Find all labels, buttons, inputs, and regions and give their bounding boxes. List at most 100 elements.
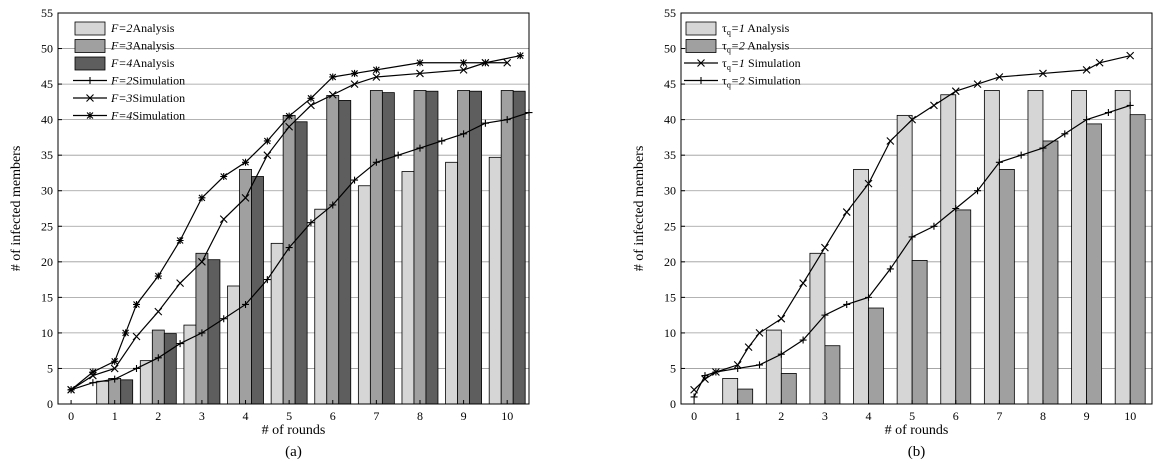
- legend-label: F=4Analysis: [110, 56, 175, 70]
- series-point: [701, 375, 709, 384]
- bar: [1114, 90, 1131, 405]
- legend-marker: [697, 59, 705, 67]
- series-point: [307, 94, 315, 102]
- y-tick-label: 30: [41, 184, 53, 198]
- x-tick-label: 0: [68, 409, 74, 423]
- series-point: [351, 69, 359, 77]
- legend-suffix: Analysis: [132, 21, 174, 35]
- series-point: [154, 354, 162, 362]
- x-tick-label: 7: [373, 409, 379, 423]
- series-point: [133, 364, 140, 372]
- bar: [488, 156, 502, 405]
- legend-subscript: q: [727, 63, 731, 72]
- legend-italic: F=2: [110, 74, 132, 88]
- bar: [120, 379, 134, 405]
- bar: [413, 90, 427, 405]
- series-point: [481, 119, 489, 127]
- series-point: [111, 375, 119, 383]
- bar: [1027, 90, 1044, 405]
- series-point: [1039, 69, 1047, 78]
- bar: [425, 90, 439, 405]
- bar: [326, 95, 340, 405]
- bar: [369, 90, 383, 405]
- x-tick-label: 2: [778, 409, 784, 423]
- series-point: [67, 386, 75, 394]
- bar: [722, 378, 739, 405]
- legend-label: τq=1 Analysis: [722, 21, 790, 37]
- series-point: [1017, 151, 1025, 159]
- series-point: [176, 340, 184, 348]
- series-point: [821, 243, 829, 252]
- series-point: [89, 379, 97, 387]
- series-point: [328, 90, 337, 99]
- y-tick-label: 0: [47, 397, 53, 411]
- legend-suffix: Analysis: [745, 21, 790, 35]
- bar: [163, 333, 177, 405]
- series-point: [1083, 116, 1091, 124]
- series-point: [799, 279, 807, 288]
- series-point: [307, 101, 315, 110]
- bar: [151, 329, 165, 405]
- series-point: [842, 208, 851, 216]
- legend-swatch: [685, 21, 717, 36]
- series-point: [460, 130, 468, 138]
- series-point: [285, 112, 293, 120]
- x-tick-label: 9: [461, 409, 467, 423]
- legend-swatch: [74, 56, 106, 71]
- legend-italic: F=3: [110, 91, 132, 105]
- series-point: [799, 336, 807, 344]
- bar: [824, 345, 841, 405]
- plot-frame: [680, 12, 1153, 405]
- bar: [195, 252, 209, 405]
- series-line: [70, 55, 521, 391]
- y-tick-label: 25: [41, 219, 53, 233]
- x-tick-label: 6: [953, 409, 959, 423]
- series-point: [285, 244, 293, 252]
- series-point: [372, 158, 380, 166]
- series-point: [995, 73, 1004, 81]
- series-point: [744, 343, 753, 352]
- legend-swatch: [685, 39, 717, 53]
- x-tick-label: 10: [501, 409, 513, 423]
- series-point: [154, 272, 162, 280]
- x-tick-label: 9: [1084, 409, 1090, 423]
- series-point: [459, 65, 468, 74]
- series-point: [995, 158, 1003, 166]
- series-point: [307, 219, 315, 227]
- y-tick-label: 5: [670, 361, 676, 375]
- legend-suffix: Analysis: [745, 39, 790, 53]
- series-point: [1104, 109, 1112, 117]
- x-tick-label: 0: [691, 409, 697, 423]
- legend-marker: [86, 77, 94, 84]
- series-point: [974, 187, 982, 195]
- series-point: [219, 215, 228, 224]
- bar: [207, 259, 221, 405]
- series-point: [198, 194, 206, 202]
- bar: [868, 307, 884, 405]
- series-point: [930, 222, 938, 230]
- legend-italic: =1: [731, 21, 745, 35]
- legend-suffix: Analysis: [132, 39, 174, 53]
- y-tick-label: 25: [664, 219, 676, 233]
- bar: [1086, 123, 1102, 405]
- bar: [1042, 140, 1059, 405]
- legend-label: τq=2 Simulation: [722, 74, 801, 90]
- bar: [940, 94, 957, 405]
- y-axis-label: # of infected members: [9, 146, 24, 272]
- legend-label: τq=2 Analysis: [722, 39, 790, 55]
- series-point: [220, 315, 228, 323]
- y-tick-label: 55: [664, 6, 676, 20]
- x-tick-label: 1: [735, 409, 741, 423]
- legend-marker: [86, 112, 94, 119]
- series-point: [843, 300, 851, 308]
- series-point: [973, 80, 982, 88]
- x-tick-label: 7: [996, 409, 1002, 423]
- series-point: [263, 151, 272, 160]
- legend-tau: τ: [722, 21, 727, 35]
- legend-label: F=4Simulation: [110, 109, 185, 123]
- series-point: [733, 361, 742, 369]
- legend-marker: [697, 77, 705, 84]
- series-point: [220, 173, 228, 181]
- series-point: [242, 300, 250, 308]
